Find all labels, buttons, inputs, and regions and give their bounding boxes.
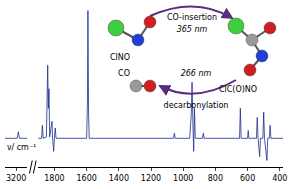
- svg-text:3200: 3200: [6, 174, 26, 183]
- svg-text:decarbonylation: decarbonylation: [164, 101, 229, 110]
- svg-text:400: 400: [272, 174, 287, 183]
- svg-text:1400: 1400: [109, 174, 129, 183]
- svg-text:1200: 1200: [141, 174, 161, 183]
- svg-text:ClC(O)NO: ClC(O)NO: [219, 85, 257, 94]
- svg-text:CO-insertion: CO-insertion: [167, 13, 217, 22]
- svg-text:ν/ cm⁻¹: ν/ cm⁻¹: [7, 143, 36, 152]
- svg-text:ClNO: ClNO: [110, 53, 130, 62]
- svg-text:800: 800: [208, 174, 223, 183]
- svg-text:365 nm: 365 nm: [177, 25, 208, 34]
- svg-text:1800: 1800: [44, 174, 64, 183]
- svg-text:600: 600: [240, 174, 255, 183]
- svg-text:266 nm: 266 nm: [181, 69, 212, 78]
- svg-text:1000: 1000: [173, 174, 193, 183]
- svg-text:1600: 1600: [76, 174, 96, 183]
- svg-text:CO: CO: [118, 69, 130, 78]
